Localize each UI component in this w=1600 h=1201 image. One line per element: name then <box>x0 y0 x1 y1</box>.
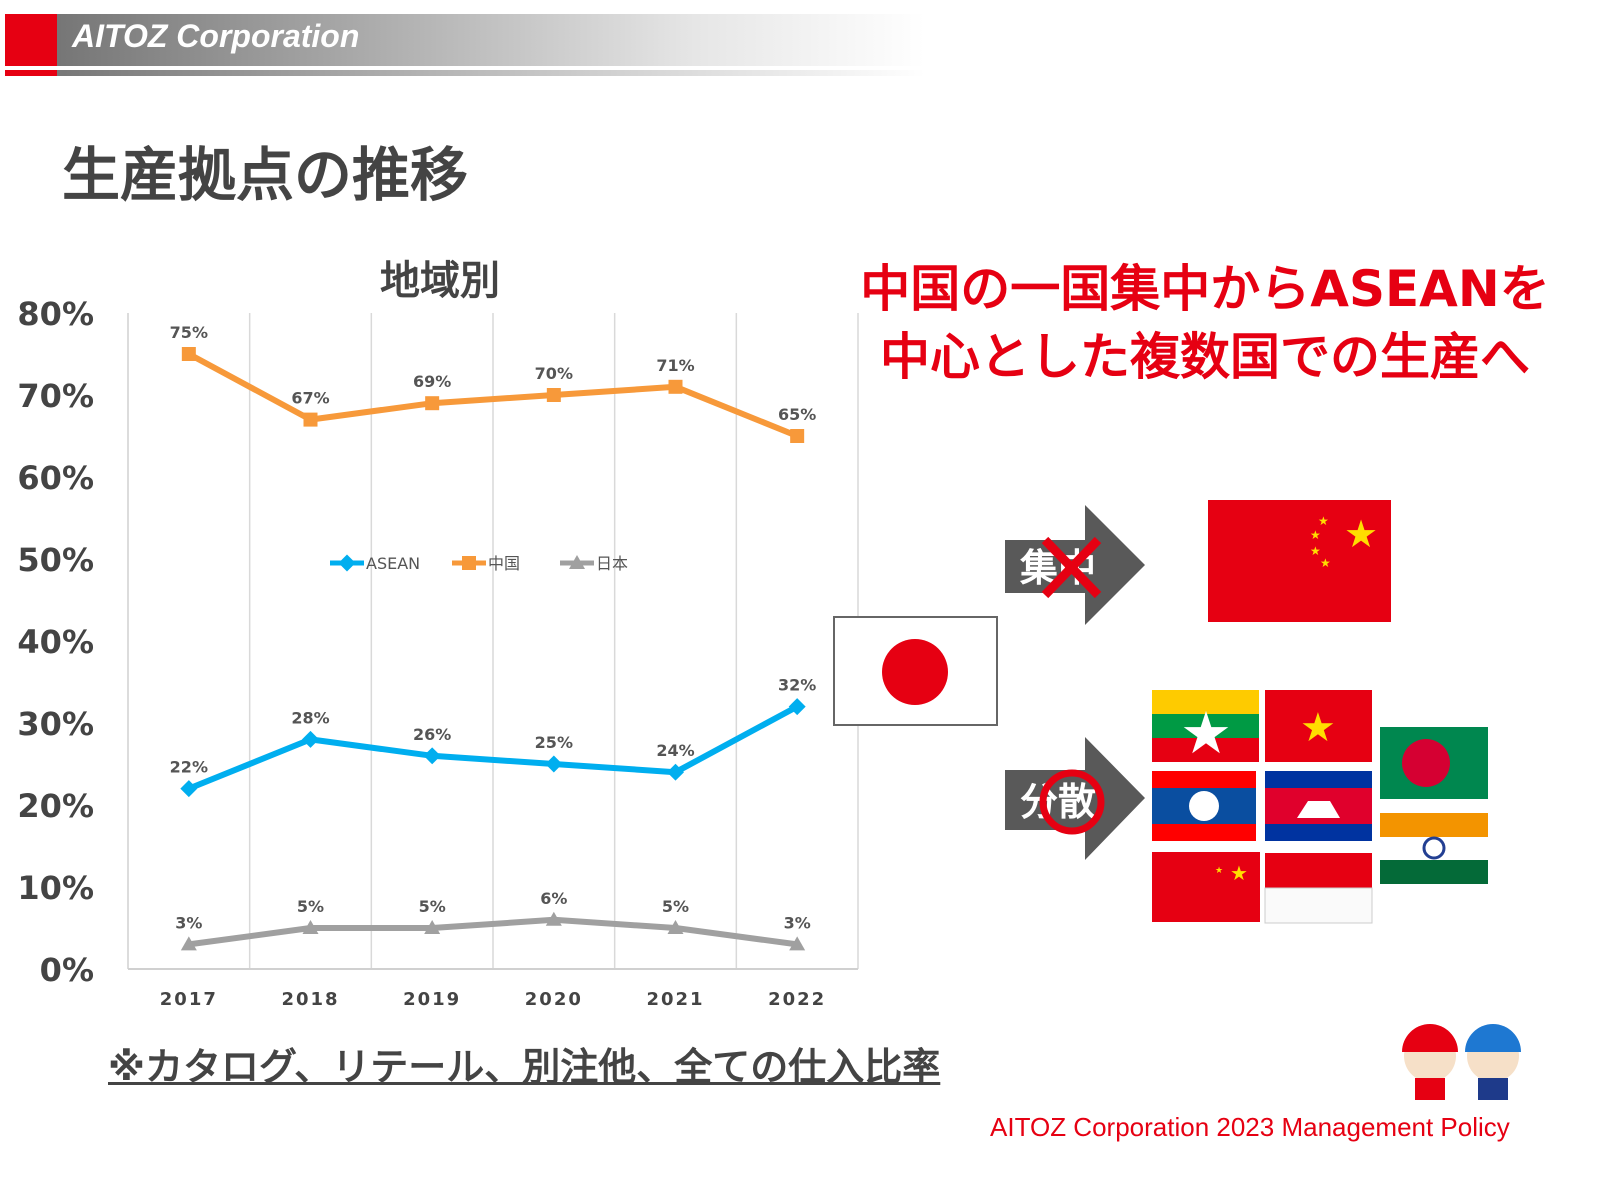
series-line-0 <box>187 703 799 792</box>
legend-marker <box>338 554 356 572</box>
series-line-2 <box>188 916 798 948</box>
legend-label: ASEAN <box>366 554 420 573</box>
legend-marker <box>569 555 585 569</box>
flag-japan <box>833 616 998 726</box>
arrow-disperse: 分散 <box>1005 737 1145 860</box>
data-point <box>789 936 806 951</box>
data-point <box>667 763 684 781</box>
flag-laos <box>1152 771 1256 841</box>
data-label: 5% <box>419 897 446 916</box>
svg-text:★: ★ <box>1215 866 1223 876</box>
data-point <box>424 920 441 934</box>
data-point <box>546 388 561 402</box>
series-line-1 <box>187 351 799 439</box>
flag-myanmar: ★ <box>1152 690 1259 767</box>
data-point <box>425 396 440 411</box>
x-tick-label: 2018 <box>281 989 339 1010</box>
svg-text:★: ★ <box>1230 861 1248 885</box>
data-point <box>181 347 196 361</box>
flag-bangladesh <box>1380 727 1488 799</box>
svg-text:★: ★ <box>1300 705 1336 751</box>
circle-mark-icon <box>1039 769 1105 835</box>
flag-cambodia <box>1265 771 1372 841</box>
header-bar <box>5 14 1155 66</box>
y-tick-label: 20% <box>17 787 94 825</box>
line-chart: 0% 10% 20% 30% 40% 50% 60% 70% 80% 2017 2018 2019 20… <box>17 295 859 1010</box>
data-point <box>180 936 197 951</box>
data-point <box>302 730 319 748</box>
data-point <box>667 920 684 934</box>
y-tick-label: 80% <box>17 295 94 333</box>
svg-text:★: ★ <box>1344 512 1378 556</box>
x-tick-label: 2017 <box>160 989 218 1010</box>
flag-india <box>1380 813 1488 884</box>
arrow-disperse-label: 分散 <box>1020 780 1096 824</box>
x-tick-label: 2020 <box>525 989 583 1010</box>
svg-text:★: ★ <box>1310 528 1321 542</box>
x-tick-label: 2022 <box>768 989 826 1010</box>
data-point <box>180 780 198 798</box>
chart-title: 地域別 <box>380 258 500 304</box>
data-point <box>302 920 319 934</box>
data-label: 25% <box>535 733 573 752</box>
data-label: 69% <box>413 372 451 391</box>
y-tick-label: 30% <box>17 705 94 743</box>
legend-label: 日本 <box>596 554 628 573</box>
data-label: 67% <box>291 389 329 408</box>
header-accent <box>5 14 57 66</box>
chart-footnote: ※カタログ、リテール、別注他、全ての仕入比率 <box>108 1045 941 1089</box>
data-label: 5% <box>297 897 324 916</box>
footer-text: AITOZ Corporation 2023 Management Policy <box>990 1112 1510 1142</box>
svg-text:★: ★ <box>1180 699 1232 767</box>
flag-china-large: ★★★★★ <box>1208 500 1391 622</box>
key-message-line2: 中心とした複数国での生産へ <box>880 328 1530 386</box>
flag-china-small: ★★ <box>1152 852 1260 922</box>
brand-logo: AITOZ Corporation <box>72 18 360 54</box>
data-point <box>790 429 805 443</box>
y-tick-label: 0% <box>40 951 94 989</box>
data-label: 70% <box>535 364 573 383</box>
data-point <box>423 747 441 765</box>
x-tick-label: 2019 <box>403 989 461 1010</box>
data-label: 24% <box>656 741 694 760</box>
flag-vietnam: ★ <box>1265 690 1372 762</box>
data-label: 6% <box>540 889 567 908</box>
data-label: 26% <box>413 725 451 744</box>
mascot-characters <box>1402 1024 1521 1100</box>
data-label: 5% <box>662 897 689 916</box>
data-point <box>668 379 683 394</box>
data-point <box>545 755 563 773</box>
svg-text:★: ★ <box>1310 544 1321 558</box>
data-label: 28% <box>291 708 329 727</box>
svg-text:★: ★ <box>1318 514 1329 528</box>
data-label: 22% <box>170 758 208 777</box>
flag-indonesia <box>1264 853 1373 924</box>
data-label: 75% <box>170 323 208 342</box>
cross-icon <box>1041 536 1102 599</box>
y-tick-label: 70% <box>17 377 94 415</box>
key-message-line1: 中国の一国集中からASEANを <box>860 260 1550 318</box>
data-label: 65% <box>778 405 816 424</box>
data-label: 3% <box>784 913 811 932</box>
arrow-concentrate: 集中 <box>1005 505 1145 625</box>
data-point <box>545 911 562 926</box>
page-title: 生産拠点の推移 <box>62 141 469 209</box>
x-tick-label: 2021 <box>646 989 704 1010</box>
data-label: 32% <box>778 676 816 695</box>
y-tick-label: 10% <box>17 869 94 907</box>
y-tick-label: 40% <box>17 623 94 661</box>
data-label: 71% <box>656 356 694 375</box>
y-tick-label: 60% <box>17 459 94 497</box>
diagram: 集中 ★★★★★ 分散 ★ ★ ★★ <box>833 500 1488 924</box>
key-message: 中国の一国集中からASEANを 中心とした複数国での生産へ <box>850 255 1560 391</box>
legend-marker <box>462 556 476 570</box>
data-label: 3% <box>175 913 202 932</box>
header-underline <box>5 70 1155 76</box>
data-point <box>303 412 318 427</box>
y-tick-label: 50% <box>17 541 94 579</box>
data-point <box>788 698 806 716</box>
legend-label: 中国 <box>488 554 520 573</box>
svg-text:★: ★ <box>1320 556 1331 570</box>
